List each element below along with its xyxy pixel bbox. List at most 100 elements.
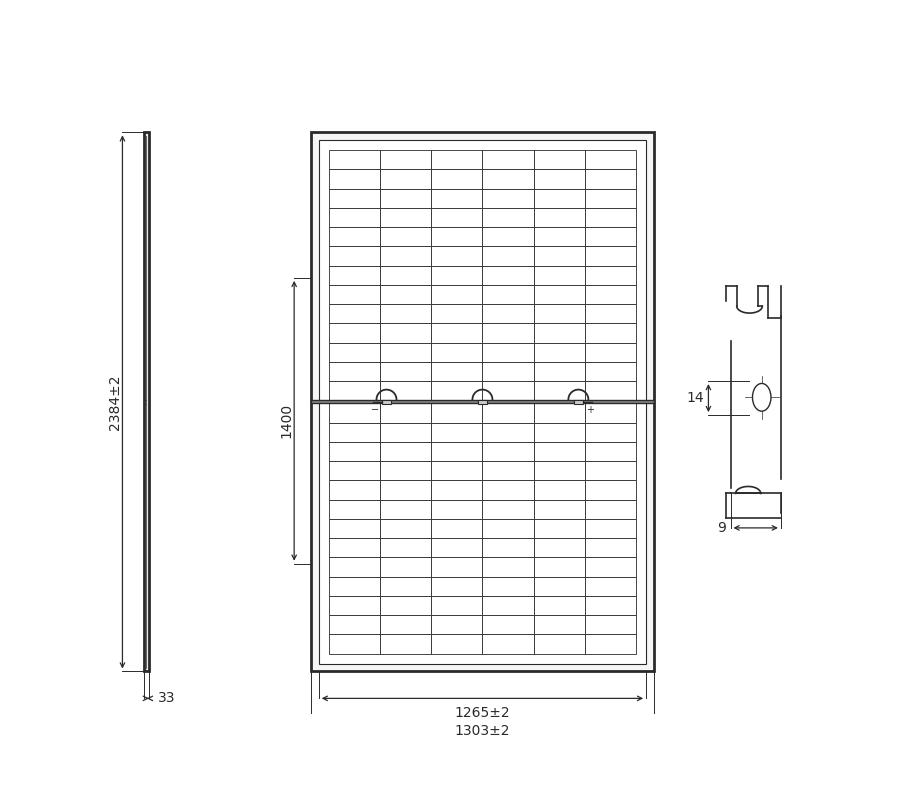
Bar [380,246,431,265]
Bar [482,577,534,596]
Bar [585,615,636,634]
Bar [482,342,534,362]
Bar [585,208,636,227]
Bar [478,399,487,404]
Bar [311,132,653,671]
Bar [328,265,380,285]
Bar [482,500,534,519]
Bar [482,362,534,381]
Bar [585,246,636,265]
Bar [431,227,482,246]
Bar [328,304,380,323]
Bar [431,423,482,442]
Bar [328,423,380,442]
Bar [585,634,636,654]
Bar [328,208,380,227]
Bar [585,169,636,188]
Bar [431,500,482,519]
Bar [585,323,636,342]
Text: +: + [586,405,594,415]
Text: 1265±2: 1265±2 [454,706,510,720]
Bar [380,615,431,634]
Bar [380,538,431,557]
Bar [431,285,482,304]
Bar [482,188,534,208]
Bar [431,362,482,381]
Bar [380,500,431,519]
Bar [431,557,482,577]
Bar [328,461,380,480]
Bar [380,342,431,362]
Bar [482,423,534,442]
Bar [328,246,380,265]
Bar [328,596,380,615]
Bar [482,557,534,577]
Bar [328,285,380,304]
Bar [431,208,482,227]
Text: 33: 33 [158,691,176,706]
Bar [534,265,585,285]
Bar [380,362,431,381]
Bar [380,169,431,188]
Bar [380,150,431,169]
Bar [534,246,585,265]
Bar [431,150,482,169]
Bar [328,557,380,577]
Bar [328,403,380,423]
Bar [482,227,534,246]
Bar [585,480,636,500]
Bar [328,342,380,362]
Bar [534,188,585,208]
Bar [534,442,585,461]
Bar [534,461,585,480]
Bar [482,304,534,323]
Bar [585,381,636,400]
Bar [380,403,431,423]
Bar [534,362,585,381]
Bar [482,461,534,480]
Bar [585,403,636,423]
Bar [380,423,431,442]
Bar [534,577,585,596]
Bar [482,634,534,654]
Text: 1400: 1400 [280,403,293,439]
Bar [380,208,431,227]
Bar [431,480,482,500]
Bar [585,285,636,304]
Bar [431,342,482,362]
Bar [534,423,585,442]
Bar [482,208,534,227]
Bar [585,596,636,615]
Bar [534,519,585,538]
Bar [431,169,482,188]
Text: 1303±2: 1303±2 [454,723,510,738]
Text: 9: 9 [717,521,726,535]
Bar [431,304,482,323]
Bar [585,442,636,461]
Bar [534,557,585,577]
Bar [482,381,534,400]
Bar [328,362,380,381]
Bar [534,169,585,188]
Bar [431,519,482,538]
Bar [382,399,392,404]
Bar [585,538,636,557]
Bar [328,615,380,634]
Bar [431,381,482,400]
Bar [328,169,380,188]
Bar [311,400,653,403]
Bar [534,596,585,615]
Bar [482,519,534,538]
Bar [380,188,431,208]
Bar [380,557,431,577]
Bar [534,208,585,227]
Bar [328,500,380,519]
Bar [380,285,431,304]
Bar [380,634,431,654]
Bar [534,304,585,323]
Bar [328,227,380,246]
Ellipse shape [752,383,771,411]
Bar [534,150,585,169]
Bar [328,150,380,169]
Bar [573,399,583,404]
